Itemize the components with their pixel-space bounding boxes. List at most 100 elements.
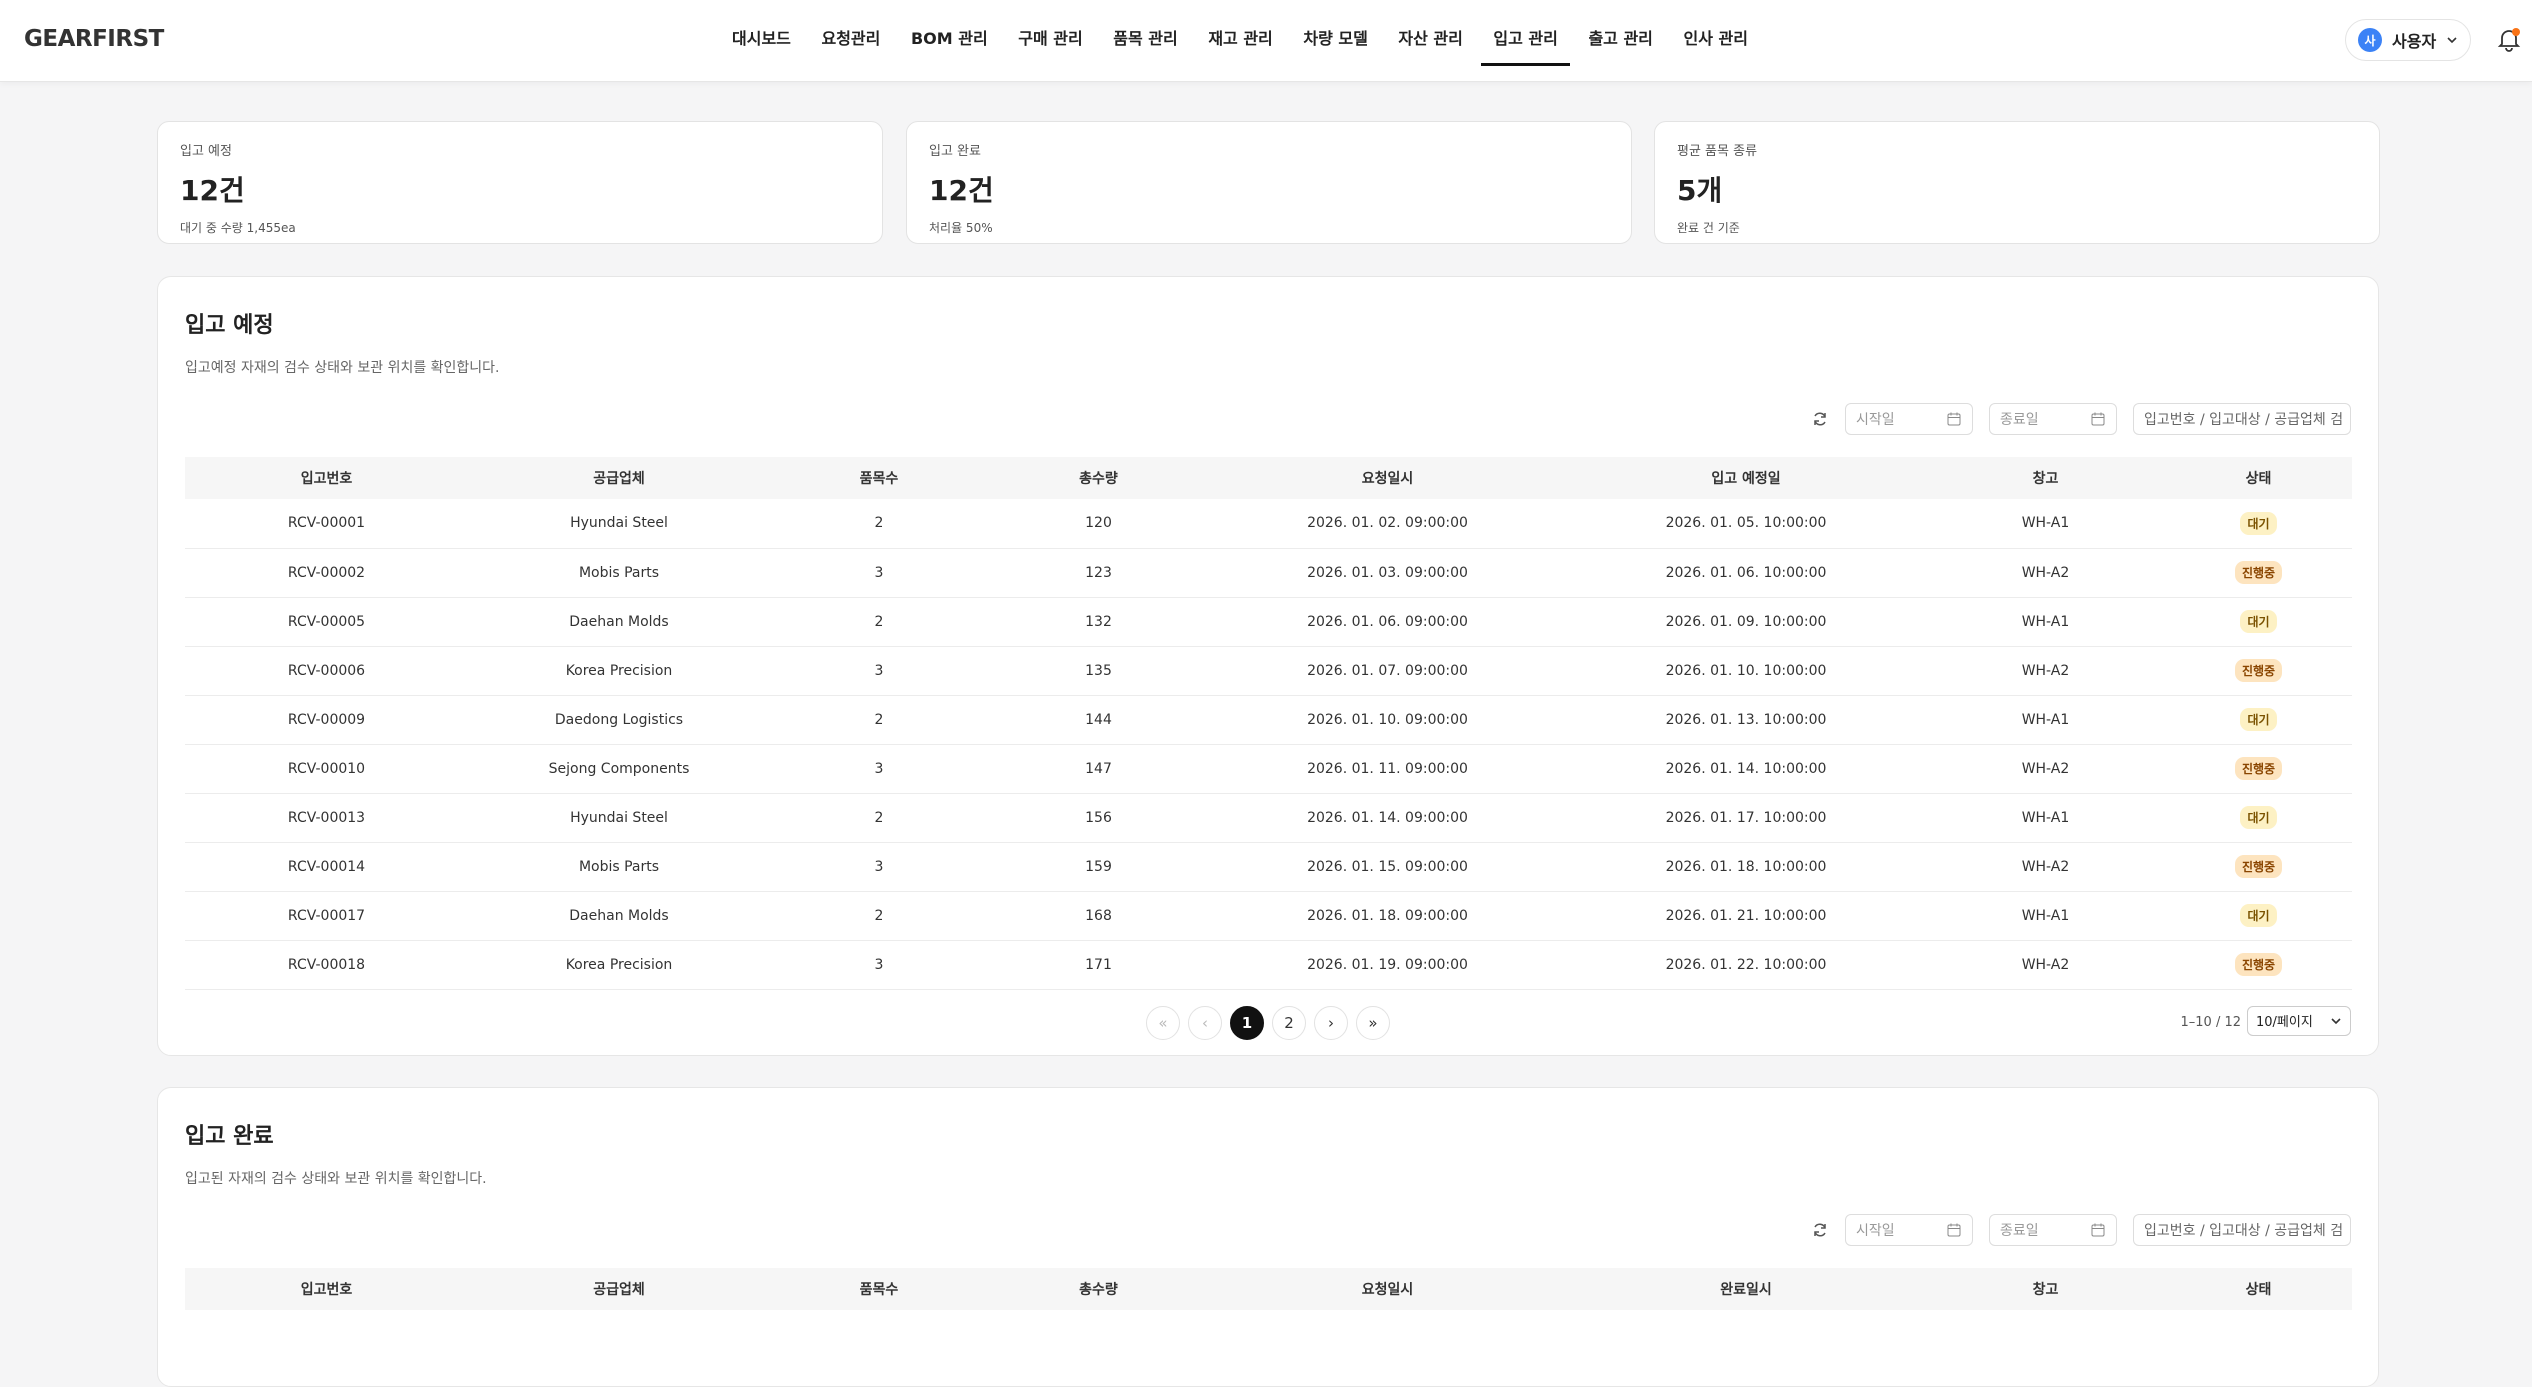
placeholder: 종료일 — [2000, 1223, 2039, 1239]
page-number[interactable]: 2 — [1272, 1005, 1306, 1040]
column-header: 총수량 — [988, 457, 1209, 499]
table-cell: 123 — [988, 548, 1209, 598]
last-page[interactable]: » — [1356, 1005, 1390, 1040]
table-cell: RCV-00001 — [185, 499, 468, 549]
start-date[interactable]: 시작일 — [1845, 1214, 1973, 1246]
status-cell: 진행중 — [2165, 646, 2352, 696]
status-cell: 진행중 — [2165, 548, 2352, 598]
nav: 대시보드 요청관리 BOM 관리 구매 관리 품목 관리 재고 관리 차량 모델 자산 관리 입… — [720, 0, 1760, 82]
next-page[interactable]: › — [1314, 1005, 1348, 1040]
table-row[interactable]: RCV-00010 Sejong Components 3 147 2026. 01. … — [185, 744, 2352, 794]
logo[interactable]: GEARFIRST — [24, 26, 164, 52]
table-cell: 2026. 01. 18. 09:00:00 — [1209, 891, 1566, 941]
start-date[interactable]: 시작일 — [1845, 403, 1973, 435]
placeholder: 시작일 — [1856, 1223, 1895, 1239]
nav-item[interactable]: 입고 관리 — [1481, 0, 1570, 66]
nav-item[interactable]: 출고 관리 — [1588, 29, 1653, 48]
summary-card: 평균 품목 종류 5개 완료 건 기준 — [1654, 121, 2380, 244]
table-cell: 147 — [988, 744, 1209, 794]
header-row: 입고번호 공급업체 품목수 총수량 요청일시 완료일시 창고 상태 — [185, 1268, 2352, 1310]
table-cell: WH-A1 — [1926, 499, 2165, 549]
table-cell: RCV-00018 — [185, 940, 468, 990]
column-header: 입고 예정일 — [1566, 457, 1926, 499]
table-row[interactable]: RCV-00005 Daehan Molds 2 132 2026. 01. 06. 0… — [185, 597, 2352, 647]
user-menu[interactable]: 사 사용자 — [2345, 19, 2471, 61]
table-row[interactable]: RCV-00002 Mobis Parts 3 123 2026. 01. 03. 09… — [185, 548, 2352, 598]
nav-item[interactable]: 요청관리 — [821, 29, 881, 48]
table-cell: 2026. 01. 09. 10:00:00 — [1566, 597, 1926, 647]
page-number[interactable]: 1 — [1230, 1005, 1264, 1040]
status-badge: 대기 — [2240, 806, 2277, 829]
table-cell: RCV-00005 — [185, 597, 468, 647]
table-cell: 2 — [770, 793, 988, 843]
table-cell: 3 — [770, 548, 988, 598]
table-row[interactable]: RCV-00018 Korea Precision 3 171 2026. 01. 19… — [185, 940, 2352, 990]
table-section: 입고 완료 입고된 자재의 검수 상태와 보관 위치를 확인합니다. 시작일 종료일 입… — [157, 1087, 2379, 1387]
table-cell: WH-A2 — [1926, 744, 2165, 794]
table-cell: 3 — [770, 842, 988, 892]
nav-item[interactable]: 품목 관리 — [1113, 29, 1178, 48]
notification-bell[interactable] — [2496, 26, 2522, 52]
card-note: 대기 중 수량 1,455ea — [180, 221, 296, 235]
nav-item[interactable]: 자산 관리 — [1398, 29, 1463, 48]
refresh-button[interactable] — [1811, 1221, 1829, 1239]
column-header: 입고번호 — [185, 1268, 468, 1310]
table-cell: Hyundai Steel — [468, 499, 770, 549]
table-cell: 156 — [988, 793, 1209, 843]
header-row: 입고번호 공급업체 품목수 총수량 요청일시 입고 예정일 창고 상태 — [185, 457, 2352, 499]
first-page[interactable]: « — [1146, 1005, 1180, 1040]
table-row[interactable]: RCV-00013 Hyundai Steel 2 156 2026. 01. 14. … — [185, 793, 2352, 843]
avatar: 사 — [2358, 28, 2382, 52]
page-size-select[interactable]: 10/페이지 — [2247, 1005, 2351, 1036]
refresh-button[interactable] — [1811, 410, 1829, 428]
card-value: 12건 — [929, 174, 994, 207]
nav-item[interactable]: 차량 모델 — [1303, 29, 1368, 48]
nav-item[interactable]: 구매 관리 — [1018, 29, 1083, 48]
table-cell: 120 — [988, 499, 1209, 549]
search-input[interactable]: 입고번호 / 입고대상 / 공급업체 검 — [2133, 403, 2351, 435]
table-row[interactable]: RCV-00001 Hyundai Steel 2 120 2026. 01. 02. … — [185, 499, 2352, 549]
calendar-icon — [2090, 411, 2106, 427]
placeholder: 입고번호 / 입고대상 / 공급업체 검 — [2144, 1223, 2344, 1239]
filters: 시작일 종료일 입고번호 / 입고대상 / 공급업체 검 — [185, 1214, 2351, 1246]
table-row[interactable]: RCV-00017 Daehan Molds 2 168 2026. 01. 18. 0… — [185, 891, 2352, 941]
section-subtitle: 입고예정 자재의 검수 상태와 보관 위치를 확인합니다. — [185, 360, 500, 376]
status-cell: 대기 — [2165, 793, 2352, 843]
table-cell: 2 — [770, 597, 988, 647]
nav-item[interactable]: BOM 관리 — [910, 29, 988, 48]
table-cell: RCV-00013 — [185, 793, 468, 843]
table-cell: 168 — [988, 891, 1209, 941]
table-cell: 2026. 01. 05. 10:00:00 — [1566, 499, 1926, 549]
table-cell: 171 — [988, 940, 1209, 990]
table-row[interactable]: RCV-00014 Mobis Parts 3 159 2026. 01. 15. 09… — [185, 842, 2352, 892]
prev-page[interactable]: ‹ — [1188, 1005, 1222, 1040]
table-row[interactable]: RCV-00006 Korea Precision 3 135 2026. 01. 07… — [185, 646, 2352, 696]
card-note: 처리율 50% — [929, 221, 993, 235]
search-input[interactable]: 입고번호 / 입고대상 / 공급업체 검 — [2133, 1214, 2351, 1246]
table-cell: 2026. 01. 11. 09:00:00 — [1209, 744, 1566, 794]
status-cell: 대기 — [2165, 695, 2352, 745]
filters: 시작일 종료일 입고번호 / 입고대상 / 공급업체 검 — [185, 403, 2351, 435]
calendar-icon — [1946, 1222, 1962, 1238]
table-cell: 2026. 01. 10. 10:00:00 — [1566, 646, 1926, 696]
top-bar: GEARFIRST 대시보드 요청관리 BOM 관리 구매 관리 품목 관리 재고 관리 차량… — [0, 0, 2532, 82]
table-cell: RCV-00002 — [185, 548, 468, 598]
status-cell: 진행중 — [2165, 940, 2352, 990]
table-cell: 3 — [770, 744, 988, 794]
nav-item[interactable]: 재고 관리 — [1208, 29, 1273, 48]
end-date[interactable]: 종료일 — [1989, 1214, 2117, 1246]
status-badge: 대기 — [2240, 610, 2277, 633]
table-row[interactable]: RCV-00009 Daedong Logistics 2 144 2026. 01. … — [185, 695, 2352, 745]
nav-item[interactable]: 대시보드 — [732, 29, 791, 48]
table-cell: 135 — [988, 646, 1209, 696]
table-cell: 2 — [770, 499, 988, 549]
table-cell: 2026. 01. 06. 10:00:00 — [1566, 548, 1926, 598]
nav-item[interactable]: 인사 관리 — [1683, 29, 1748, 48]
user-name: 사용자 — [2392, 32, 2437, 51]
table-cell: RCV-00017 — [185, 891, 468, 941]
table-cell: Korea Precision — [468, 646, 770, 696]
column-header: 총수량 — [988, 1268, 1209, 1310]
table-cell: RCV-00006 — [185, 646, 468, 696]
status-badge: 대기 — [2240, 511, 2277, 535]
end-date[interactable]: 종료일 — [1989, 403, 2117, 435]
